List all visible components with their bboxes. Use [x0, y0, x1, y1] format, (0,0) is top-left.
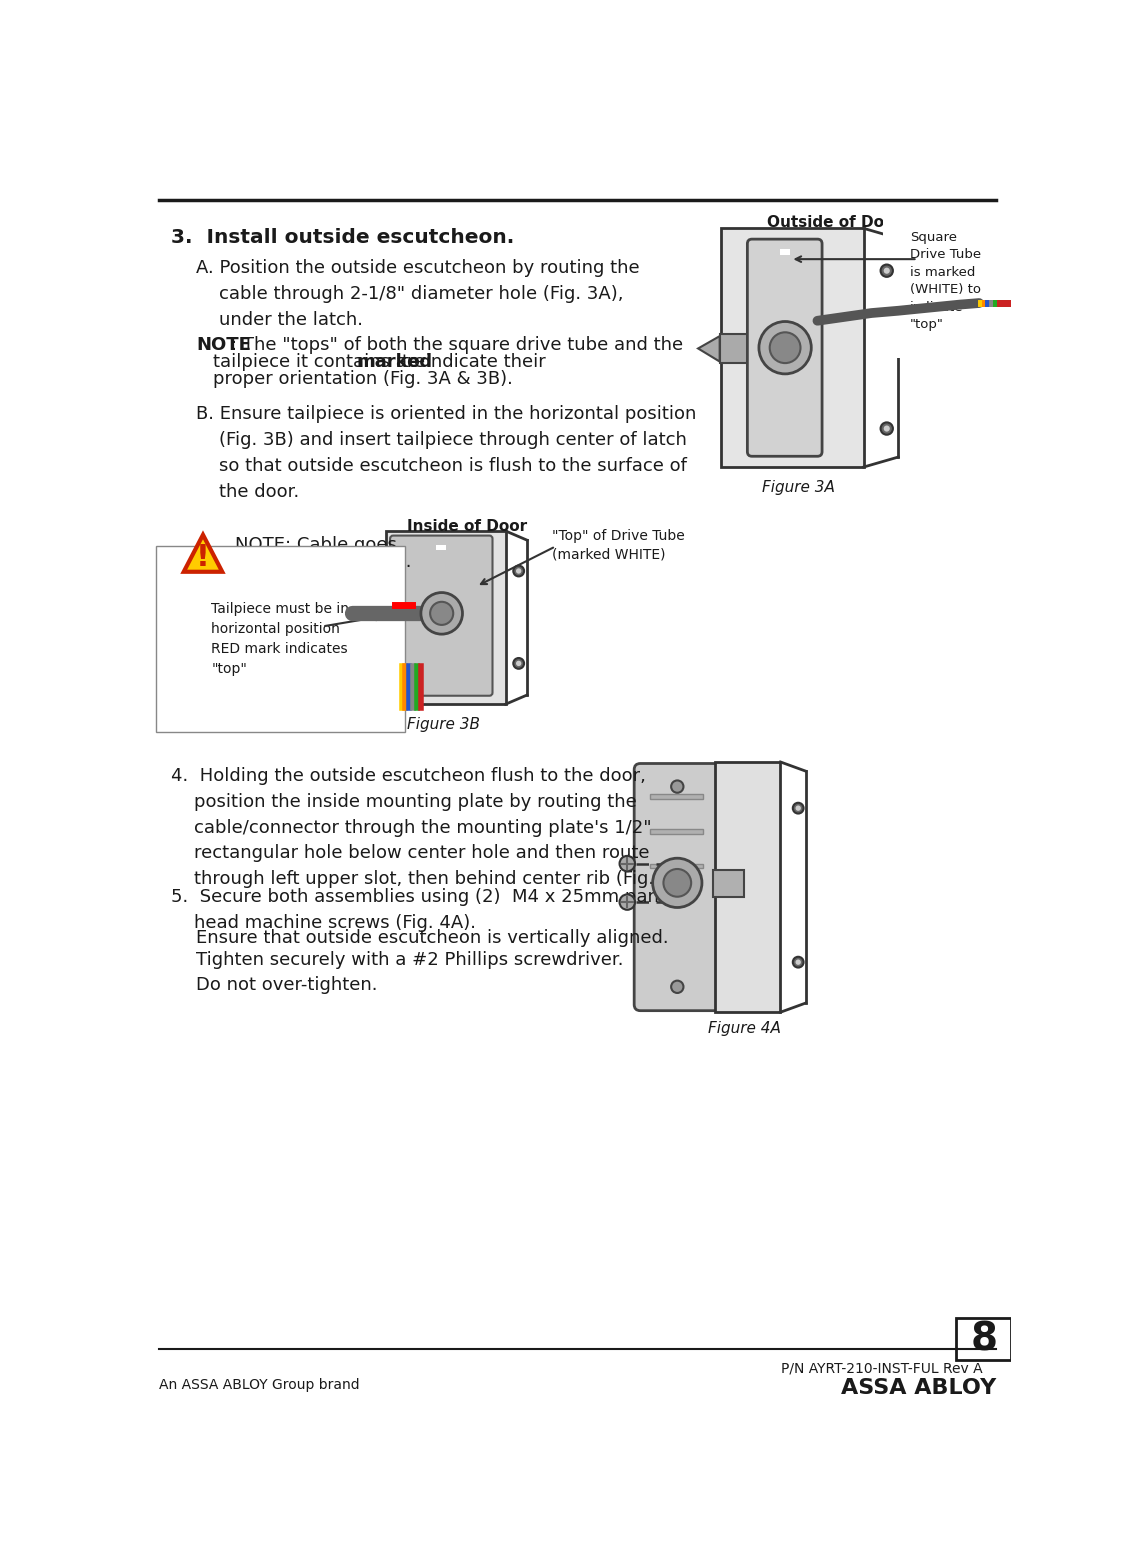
- FancyBboxPatch shape: [720, 333, 749, 363]
- FancyBboxPatch shape: [436, 544, 445, 550]
- FancyBboxPatch shape: [650, 794, 703, 798]
- Circle shape: [513, 566, 524, 577]
- FancyBboxPatch shape: [635, 764, 720, 1011]
- Text: latch (Fig. 3B).: latch (Fig. 3B).: [275, 553, 411, 572]
- Circle shape: [884, 268, 890, 274]
- FancyBboxPatch shape: [780, 250, 790, 256]
- Text: 3.  Install outside escutcheon.: 3. Install outside escutcheon.: [170, 228, 514, 248]
- Circle shape: [796, 806, 801, 811]
- Text: "Top" of Drive Tube
(marked WHITE): "Top" of Drive Tube (marked WHITE): [552, 529, 684, 561]
- Text: B. Ensure tailpiece is oriented in the horizontal position
    (Fig. 3B) and ins: B. Ensure tailpiece is oriented in the h…: [196, 406, 696, 501]
- Circle shape: [792, 803, 804, 814]
- Text: proper orientation (Fig. 3A & 3B).: proper orientation (Fig. 3A & 3B).: [213, 370, 513, 388]
- Text: Square
Drive Tube
is marked
(WHITE) to
indicate
"top": Square Drive Tube is marked (WHITE) to i…: [909, 231, 980, 332]
- FancyBboxPatch shape: [387, 532, 506, 704]
- Text: Figure 3B: Figure 3B: [408, 718, 480, 732]
- Circle shape: [420, 592, 462, 634]
- FancyBboxPatch shape: [390, 536, 492, 696]
- FancyBboxPatch shape: [721, 228, 863, 467]
- Text: NOTE: NOTE: [196, 336, 251, 353]
- Text: 8: 8: [970, 1321, 997, 1358]
- Text: to indicate their: to indicate their: [401, 353, 545, 370]
- Text: ASSA ABLOY: ASSA ABLOY: [841, 1378, 996, 1398]
- Circle shape: [672, 781, 683, 792]
- Circle shape: [880, 423, 893, 434]
- FancyBboxPatch shape: [650, 863, 703, 868]
- Circle shape: [796, 959, 801, 964]
- Circle shape: [431, 601, 453, 625]
- Polygon shape: [698, 336, 720, 361]
- Circle shape: [513, 659, 524, 668]
- Text: Tailpiece must be in
horizontal position
RED mark indicates
"top": Tailpiece must be in horizontal position…: [212, 601, 349, 676]
- Circle shape: [620, 856, 635, 871]
- FancyBboxPatch shape: [713, 870, 744, 897]
- FancyBboxPatch shape: [747, 239, 822, 456]
- Circle shape: [620, 894, 635, 910]
- FancyBboxPatch shape: [956, 1318, 1012, 1361]
- Text: tailpiece it contains are: tailpiece it contains are: [213, 353, 425, 370]
- Text: Figure 4A: Figure 4A: [708, 1021, 781, 1037]
- Text: Inside of Door: Inside of Door: [407, 519, 527, 533]
- Circle shape: [672, 981, 683, 994]
- Circle shape: [884, 425, 890, 431]
- Text: Ensure that outside escutcheon is vertically aligned.: Ensure that outside escutcheon is vertic…: [196, 928, 668, 947]
- Text: Tighten securely with a #2 Phillips screwdriver.
Do not over-tighten.: Tighten securely with a #2 Phillips scre…: [196, 950, 623, 994]
- Circle shape: [770, 332, 800, 363]
- Circle shape: [516, 569, 522, 574]
- Circle shape: [880, 265, 893, 277]
- Text: 4.  Holding the outside escutcheon flush to the door,
    position the inside mo: 4. Holding the outside escutcheon flush …: [170, 767, 696, 888]
- Text: under: under: [234, 553, 287, 572]
- Circle shape: [664, 870, 691, 897]
- FancyBboxPatch shape: [650, 829, 703, 834]
- Circle shape: [758, 321, 811, 374]
- Text: marked: marked: [357, 353, 433, 370]
- FancyBboxPatch shape: [715, 763, 781, 1012]
- Circle shape: [792, 956, 804, 967]
- Text: : The "tops" of both the square drive tube and the: : The "tops" of both the square drive tu…: [231, 336, 684, 353]
- Circle shape: [653, 859, 702, 907]
- Text: A. Position the outside escutcheon by routing the
    cable through 2-1/8" diame: A. Position the outside escutcheon by ro…: [196, 259, 640, 329]
- Text: Figure 3A: Figure 3A: [762, 480, 835, 494]
- Text: NOTE: Cable goes: NOTE: Cable goes: [234, 536, 397, 555]
- Text: An ASSA ABLOY Group brand: An ASSA ABLOY Group brand: [159, 1378, 360, 1392]
- Text: !: !: [196, 544, 210, 572]
- Polygon shape: [184, 535, 222, 572]
- Text: 5.  Secure both assemblies using (2)  M4 x 25mm pan
    head machine screws (Fig: 5. Secure both assemblies using (2) M4 x…: [170, 888, 658, 932]
- Text: P/N AYRT-210-INST-FUL Rev A: P/N AYRT-210-INST-FUL Rev A: [781, 1362, 983, 1376]
- Circle shape: [516, 660, 522, 666]
- Text: Outside of Door: Outside of Door: [767, 215, 903, 231]
